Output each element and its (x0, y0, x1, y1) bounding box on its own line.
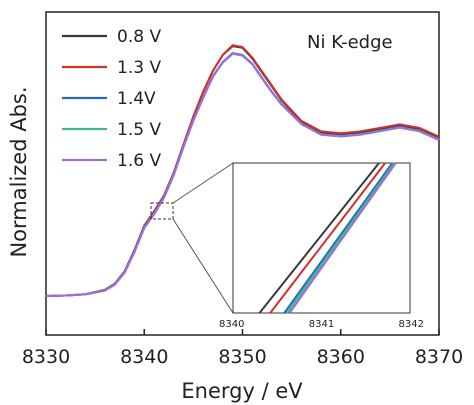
legend: 0.8 V 1.3 V 1.4V 1.5 V 1.6 V (62, 27, 161, 171)
inset-tick-label: 8340 (219, 319, 244, 330)
x-axis-title: Energy / eV (181, 379, 303, 403)
inset-series-line-4 (288, 162, 397, 314)
x-tick-label: 8350 (218, 346, 266, 368)
x-tick-label: 8370 (415, 346, 463, 368)
legend-label-2: 1.4V (117, 89, 156, 109)
inset-series-line-3 (286, 162, 395, 314)
zoom-connector-line (172, 162, 234, 204)
zoom-region-box (150, 202, 174, 220)
x-tick-label: 8340 (120, 346, 168, 368)
main-series-group (45, 44, 440, 297)
inset-series-line-2 (283, 162, 394, 314)
legend-label-4: 1.6 V (117, 151, 161, 171)
inset-tick-group: 8340 8341 8342 (219, 319, 424, 330)
inset-series-group (258, 162, 397, 314)
x-tick-label: 8360 (317, 346, 365, 368)
y-axis-title: Normalized Abs. (7, 86, 31, 257)
x-tick-group: 8330 8340 8350 8360 8370 (22, 329, 463, 368)
inset-series-line-0 (258, 162, 380, 314)
inset-frame (232, 162, 411, 314)
inset-series-line-1 (269, 162, 386, 314)
x-tick-label: 8330 (22, 346, 70, 368)
annotation-label: Ni K-edge (307, 32, 393, 53)
legend-label-1: 1.3 V (117, 58, 161, 78)
inset-tick-label: 8341 (309, 319, 334, 330)
legend-label-3: 1.5 V (117, 120, 161, 140)
series-line-4 (45, 52, 440, 297)
zoom-connector-line (172, 218, 234, 314)
inset-tick-label: 8342 (399, 319, 424, 330)
legend-label-0: 0.8 V (117, 27, 161, 47)
